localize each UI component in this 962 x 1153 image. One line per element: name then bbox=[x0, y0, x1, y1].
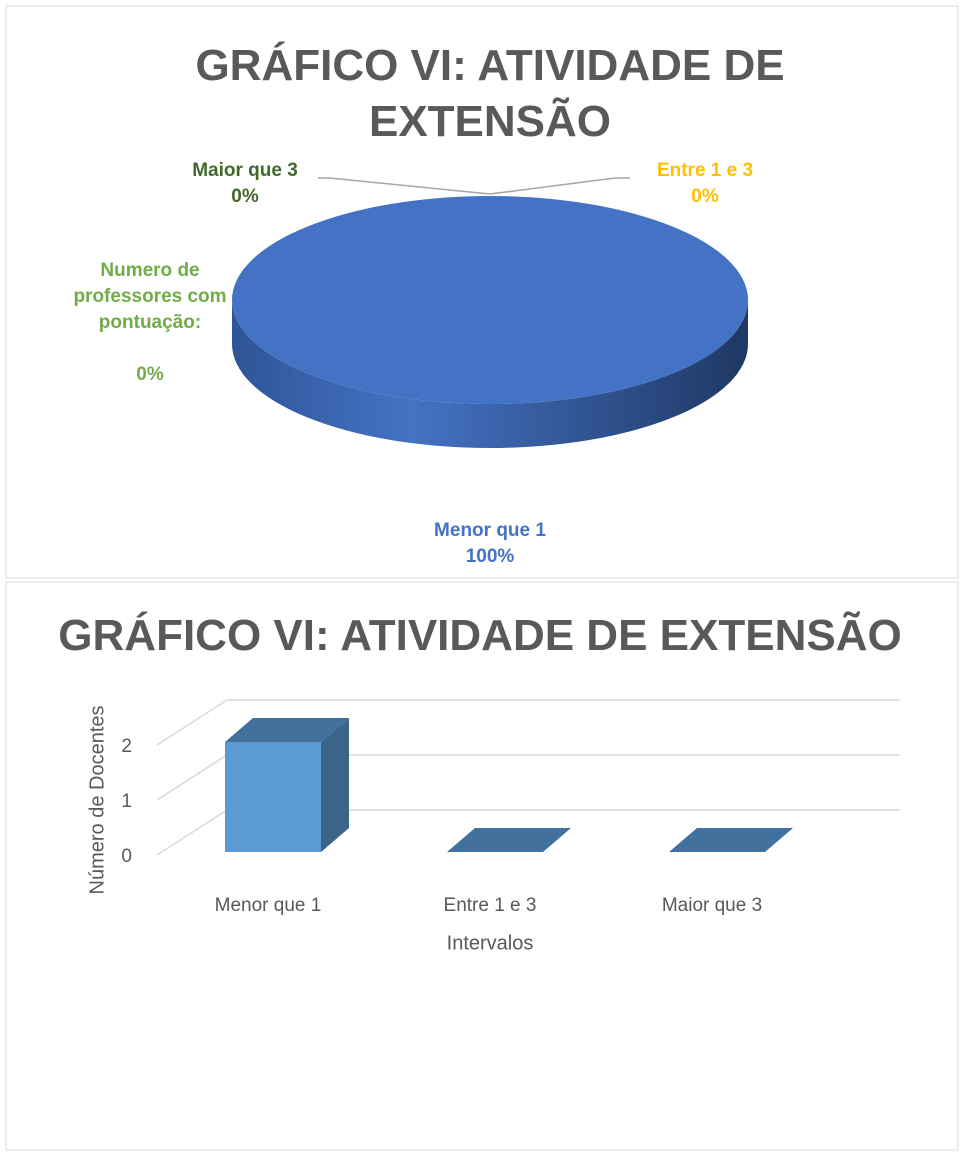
x-tick-label: Menor que 1 bbox=[215, 895, 322, 916]
bar-front bbox=[225, 742, 321, 852]
pie-value-label: 0% bbox=[691, 186, 719, 207]
pie-value-label: 100% bbox=[465, 546, 515, 567]
pie-value-label: 0% bbox=[136, 364, 164, 385]
pie-value-label: 0% bbox=[231, 186, 259, 207]
bar bbox=[447, 828, 571, 852]
pie-label: Entre 1 e 3 bbox=[656, 160, 754, 181]
pie-side bbox=[232, 300, 748, 448]
leader-line bbox=[489, 177, 630, 195]
pie-slice bbox=[232, 196, 748, 404]
pie-label: Menor que 1 bbox=[434, 520, 546, 541]
y-tick-label: 2 bbox=[121, 736, 132, 757]
y-tick-label: 1 bbox=[121, 791, 132, 812]
grid-line bbox=[156, 699, 900, 746]
bar-top bbox=[225, 718, 349, 742]
pie-label: Maior que 3 bbox=[192, 160, 298, 181]
leader-line bbox=[318, 177, 491, 195]
y-tick-label: 0 bbox=[121, 846, 132, 867]
x-axis-title: Intervalos bbox=[447, 932, 534, 954]
x-tick-label: Maior que 3 bbox=[662, 895, 762, 916]
bar-top bbox=[447, 828, 571, 852]
bar-frame bbox=[5, 581, 959, 1151]
pie-label: Numero de professores com pontuação: bbox=[73, 260, 227, 333]
bar-title: GRÁFICO VI: ATIVIDADE DE EXTENSÃO bbox=[58, 611, 902, 660]
y-axis-title: Número de Docentes bbox=[86, 706, 108, 895]
bar bbox=[669, 828, 793, 852]
bar-top bbox=[669, 828, 793, 852]
pie-title: GRÁFICO VI: ATIVIDADE DE EXTENSÃO bbox=[195, 41, 785, 146]
bar-side bbox=[321, 718, 349, 852]
x-tick-label: Entre 1 e 3 bbox=[444, 895, 537, 916]
bar bbox=[225, 718, 349, 852]
